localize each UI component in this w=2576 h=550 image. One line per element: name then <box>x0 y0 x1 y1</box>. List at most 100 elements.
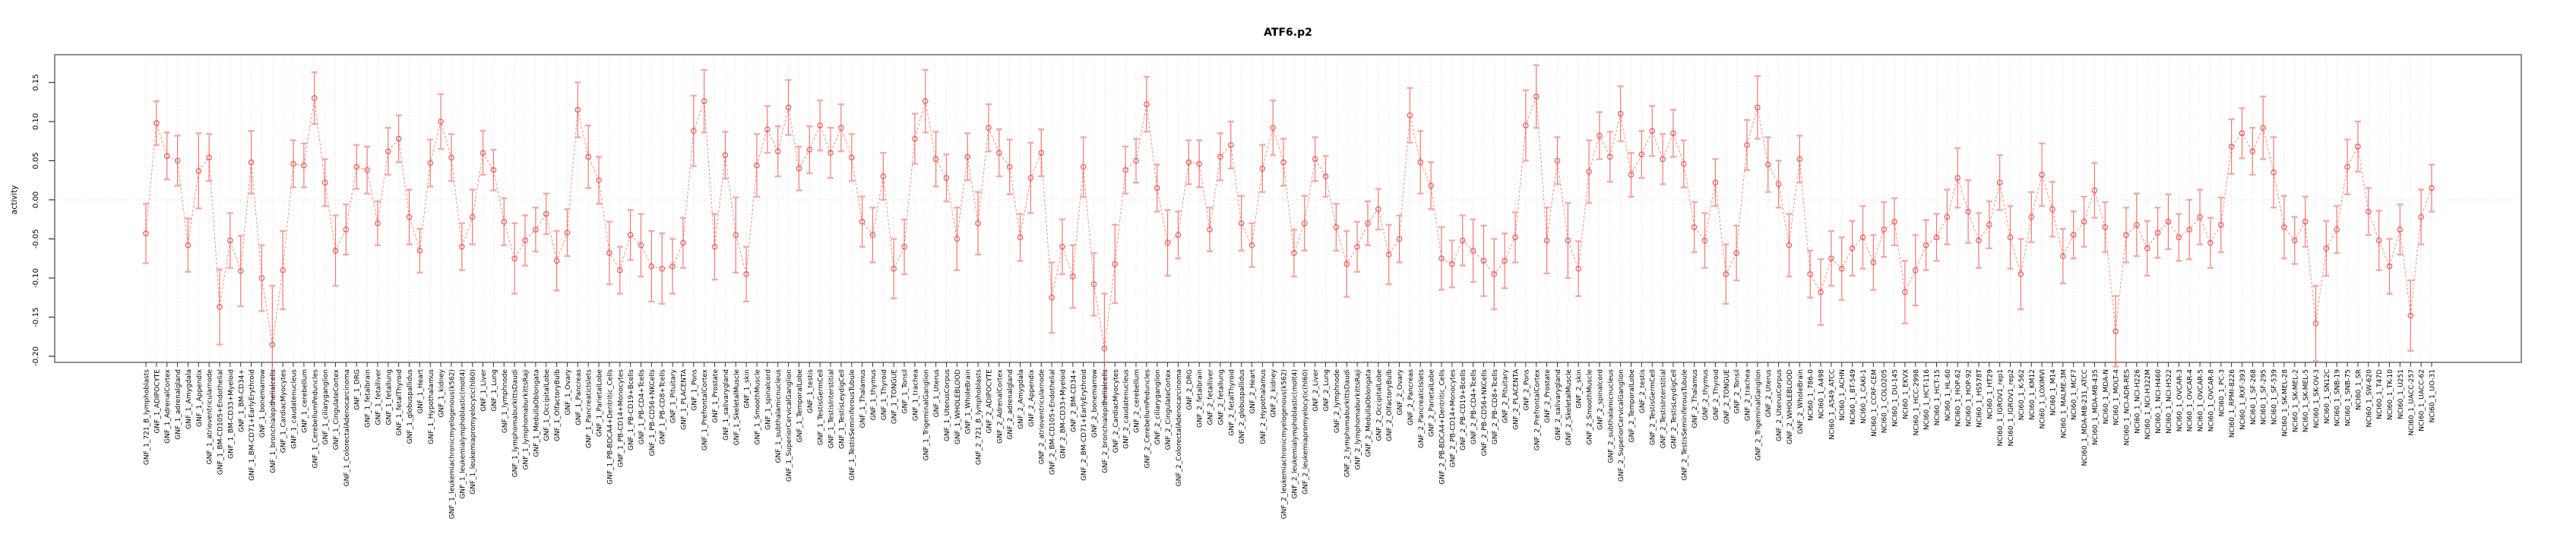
x-tick-label: NCI60_1_MDA-MB-231_ATCC <box>2081 369 2089 466</box>
data-point <box>2228 144 2235 150</box>
x-tick-label: GNF_1_ADIPOCYTE <box>153 369 161 434</box>
x-tick-label: GNF_2_TestisInterstitial <box>1660 369 1668 448</box>
data-point <box>1996 179 2003 186</box>
data-point <box>543 210 549 217</box>
data-point <box>364 167 370 173</box>
data-point <box>2249 148 2256 154</box>
data-point <box>2102 224 2109 230</box>
data-point <box>859 219 866 225</box>
x-tick-label: GNF_1_OccipitalLobe <box>543 369 551 441</box>
data-point <box>1849 245 1856 251</box>
data-point <box>237 267 244 274</box>
x-tick-label: NCI60_1_MDA-N <box>2103 369 2110 424</box>
x-tick-label: GNF_2_globuspallidus <box>1239 369 1246 444</box>
y-tick-label: 0.05 <box>32 152 40 169</box>
data-point <box>764 126 771 133</box>
x-tick-label: GNF_2_SuperiorCervicalGanglion <box>1618 369 1625 482</box>
x-tick-label: NCI60_1_SNB-75 <box>2345 369 2353 426</box>
x-tick-label: GNF_2_TrigeminalGanglion <box>1755 369 1762 460</box>
data-point <box>606 250 612 256</box>
data-point <box>1006 163 1013 170</box>
data-point <box>2312 320 2319 327</box>
data-point <box>269 341 276 348</box>
data-point <box>1933 234 1940 241</box>
data-point <box>659 265 666 272</box>
x-tick-label: GNF_1_TrigeminalGanglion <box>922 369 930 460</box>
data-point <box>1059 243 1065 250</box>
data-point <box>891 265 897 272</box>
x-tick-label: GNF_2_CingulateCortex <box>1165 368 1172 450</box>
data-point <box>2039 172 2045 178</box>
data-point <box>1944 213 1951 220</box>
data-point <box>564 229 571 236</box>
data-point <box>185 242 191 248</box>
x-tick-label: GNF_2_DRG <box>1186 369 1194 410</box>
x-tick-label: GNF_1_BM-CD34+ <box>238 369 245 432</box>
data-point <box>1038 150 1045 156</box>
x-tick-label: NCI60_1_DU-145 <box>1892 369 1900 427</box>
x-tick-label: GNF_2_lymphomaburkittsRaji <box>1355 369 1362 470</box>
x-tick-label: GNF_2_TestisLeydigCell <box>1670 369 1678 449</box>
x-tick-label: GNF_2_CerebellumPeduncles <box>1144 369 1151 469</box>
data-point <box>1575 265 1581 272</box>
x-tick-label: GNF_1_ColorectalAdenocarcinoma <box>343 369 351 486</box>
data-point <box>1796 156 1803 163</box>
x-tick-label: GNF_1_WHOLEBLOOD <box>954 369 962 444</box>
x-tick-label: GNF_2_PB-CD8+Tcells <box>1492 369 1499 444</box>
data-point <box>869 232 876 239</box>
data-point <box>1586 169 1592 175</box>
data-point <box>1902 289 1908 296</box>
x-tick-label: GNF_1_TestisSeminiferousTubule <box>849 369 856 481</box>
x-tick-label: GNF_1_TemporalLobe <box>796 369 804 443</box>
data-point <box>912 135 918 142</box>
data-point <box>1691 224 1698 230</box>
x-tick-label: NCI60_1_SF-295 <box>2261 369 2268 425</box>
data-point <box>2239 130 2245 137</box>
data-point <box>1407 112 1413 119</box>
x-tick-label: GNF_1_PrefrontalCortex <box>701 368 709 450</box>
data-point <box>1196 160 1202 167</box>
series-line <box>145 96 2432 349</box>
data-point <box>1280 159 1286 166</box>
x-tick-label: GNF_2_fetalliver <box>1207 369 1215 425</box>
x-tick-label: NCI60_1_SN12C <box>2324 369 2331 424</box>
x-tick-label: GNF_1_leukemialymphoblastic(molt4) <box>459 369 467 499</box>
data-point <box>1965 208 1971 215</box>
data-point <box>774 148 781 154</box>
data-point <box>448 154 454 161</box>
x-tick-label: GNF_1_PLACENTA <box>680 368 688 430</box>
x-tick-label: GNF_2_UterusCorpus <box>1776 369 1783 441</box>
x-tick-label: GNF_2_Lung <box>1323 369 1331 412</box>
x-tick-label: GNF_2_WholeBrain <box>1797 369 1805 434</box>
x-tick-label: GNF_1_thymus <box>870 369 878 421</box>
x-tick-label: GNF_2_spinalcord <box>1597 369 1604 430</box>
data-point <box>975 220 981 226</box>
x-tick-label: NCI60_1_PC-3 <box>2218 369 2226 417</box>
data-point <box>585 153 591 160</box>
x-tick-label: GNF_2_thymus <box>1702 369 1710 421</box>
data-point <box>1049 294 1055 301</box>
data-point <box>375 220 381 226</box>
data-point <box>1712 179 1719 186</box>
x-tick-label: NCI60_1_OVCAR-8 <box>2207 369 2215 432</box>
x-tick-label: GNF_1_BM-CD33+Myeloid <box>227 369 235 459</box>
x-tick-label: NCI60_1_HOP-92 <box>1966 369 1973 427</box>
data-point <box>1459 237 1466 244</box>
data-point <box>427 160 434 166</box>
x-tick-label: NCI60_1_SK-MEL-2 <box>2292 369 2299 432</box>
x-tick-label: GNF_2_ADIPOCYTE <box>986 369 993 434</box>
x-tick-label: GNF_1_TestisGermCell <box>818 369 825 445</box>
x-tick-label: GNF_1_OlfactoryBulb <box>554 369 562 441</box>
x-tick-label: GNF_2_fetalbrain <box>1197 369 1204 428</box>
data-point <box>1365 220 1371 226</box>
x-tick-label: GNF_2_lymphomaburkittsDaudi <box>1344 369 1352 477</box>
x-tick-label: GNF_1_Lung <box>491 369 498 412</box>
data-point <box>922 98 929 105</box>
x-tick-label: GNF_2_Heart <box>1249 369 1257 414</box>
data-point <box>1217 153 1223 160</box>
x-tick-label: GNF_1_fetalliver <box>375 369 382 425</box>
data-point <box>258 275 265 281</box>
data-point <box>2344 163 2350 170</box>
x-tick-label: NCI60_1_MCF7 <box>2071 369 2078 420</box>
x-tick-label: NCI60_1_MALME-3M <box>2060 369 2068 438</box>
